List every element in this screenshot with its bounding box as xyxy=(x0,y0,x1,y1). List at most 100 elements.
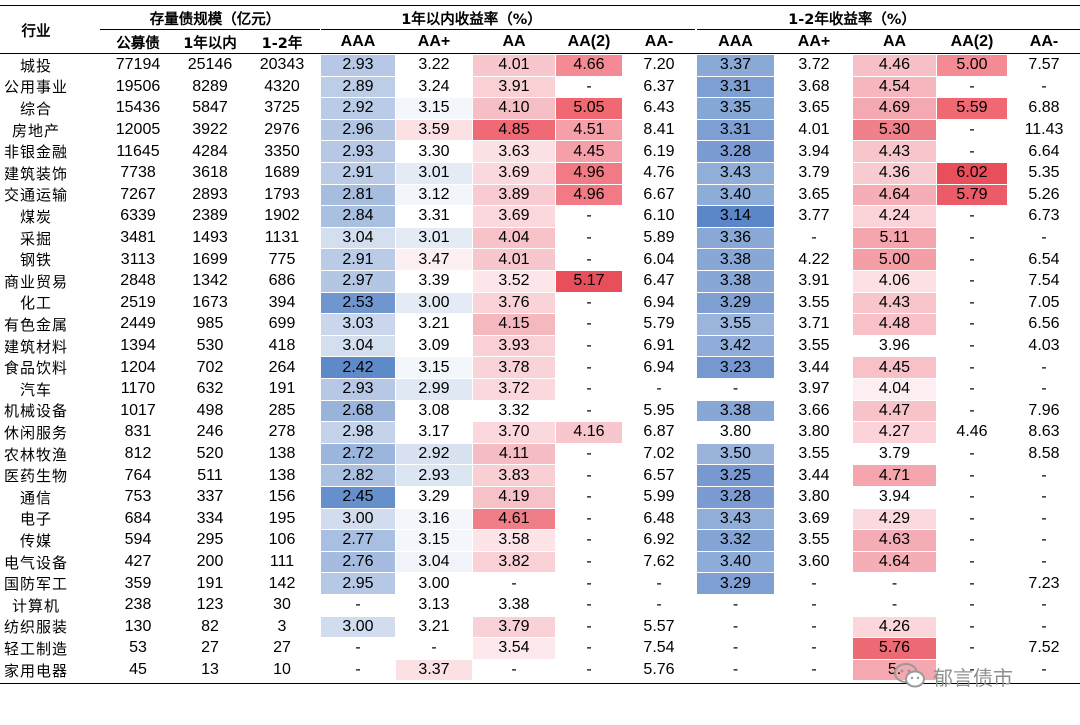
y2-yield-cell: 4.04 xyxy=(853,379,936,400)
y1-yield-cell: 4.16 xyxy=(556,422,622,443)
scale-value: 394 xyxy=(268,293,296,311)
y1-yield-cell: 4.66 xyxy=(556,55,622,76)
y2-yield-cell: 5.30 xyxy=(853,119,936,141)
y2-yield-cell: - xyxy=(853,595,936,616)
y2-yield-cell: - xyxy=(937,119,1007,141)
y1-yield-cell: - xyxy=(556,379,622,400)
y2-yield-cell: - xyxy=(697,638,774,659)
y2-yield-cell: 4.71 xyxy=(853,465,936,486)
y2-yield-cell: - xyxy=(937,595,1007,616)
y1-yield-cell: - xyxy=(556,357,622,378)
scale-value: 511 xyxy=(197,466,223,484)
y2-yield-cell: - xyxy=(697,616,774,638)
table-row: 非银金融 11645 4284 3350 2.93 3.30 3.63 4.45 6.19 3.2… xyxy=(0,141,1080,162)
y2-yield-cell: - xyxy=(776,573,852,594)
y1-yield-cell: 4.15 xyxy=(473,314,555,335)
y2-yield-cell: - xyxy=(1008,595,1080,616)
y2-yield-cell: 3.32 xyxy=(697,530,774,551)
y1-yield-cell: - xyxy=(473,573,555,594)
industry-label: 化工 xyxy=(19,294,52,313)
y1-yield-cell: 7.20 xyxy=(624,55,694,76)
y2-yield-cell: 4.29 xyxy=(853,508,936,530)
y2-yield-cell: 3.31 xyxy=(697,119,774,141)
y1-yield-cell: 4.96 xyxy=(556,184,622,206)
table-row: 医药生物 764 511 138 2.82 2.93 3.83-6.57 3.25 3.44 4.… xyxy=(0,465,1080,486)
y2-yield-cell: 3.36 xyxy=(697,227,774,249)
y1-yield-cell: 3.21 xyxy=(396,616,472,638)
y1-yield-cell: 2.91 xyxy=(321,163,395,184)
y2-yield-cell: 3.37 xyxy=(697,55,774,76)
scale-value: 2449 xyxy=(120,315,156,333)
y1-yield-cell: - xyxy=(556,487,622,508)
y2-yield-cell: - xyxy=(776,616,852,638)
industry-label: 房地产 xyxy=(11,121,60,140)
y1-yield-cell: 3.52 xyxy=(473,271,555,292)
header-y2-group: 1-2年收益率（%） xyxy=(788,11,916,28)
scale-value: 285 xyxy=(268,401,296,419)
y2-yield-cell: 4.36 xyxy=(853,163,936,184)
y1-yield-cell: 6.43 xyxy=(624,98,694,119)
scale-value: 45 xyxy=(129,661,147,679)
y1-yield-cell: 3.32 xyxy=(473,400,555,422)
y2-yield-cell: 4.24 xyxy=(853,206,936,227)
y2-yield-cell: 3.94 xyxy=(853,487,936,508)
y1-yield-cell: 5.79 xyxy=(624,314,694,335)
scale-value: 130 xyxy=(124,617,152,635)
y1-yield-cell: - xyxy=(556,595,622,616)
y1-yield-cell: 5.95 xyxy=(624,400,694,422)
scale-value: 3113 xyxy=(120,250,156,268)
y1-yield-cell: 3.00 xyxy=(321,508,395,530)
y2-yield-cell: - xyxy=(1008,487,1080,508)
y2-yield-cell: - xyxy=(937,271,1007,292)
y2-yield-cell: - xyxy=(937,249,1007,270)
industry-label: 计算机 xyxy=(11,596,60,615)
industry-label: 医药生物 xyxy=(3,467,68,486)
scale-value: 25146 xyxy=(187,56,233,74)
y1-yield-cell: - xyxy=(556,227,622,249)
y1-yield-cell: 4.01 xyxy=(473,249,555,270)
y1-yield-cell: - xyxy=(556,530,622,551)
y2-yield-cell: - xyxy=(776,227,852,249)
scale-value: 530 xyxy=(196,337,224,355)
industry-label: 综合 xyxy=(19,99,52,118)
y2-yield-cell: 4.06 xyxy=(853,271,936,292)
y1-yield-cell: 4.51 xyxy=(556,119,622,141)
y2-yield-cell: - xyxy=(1008,530,1080,551)
industry-label: 建筑装饰 xyxy=(3,164,68,183)
y2-yield-cell: - xyxy=(937,659,1007,681)
y2-yield-cell: 3.94 xyxy=(776,141,852,162)
y1-yield-cell: 3.12 xyxy=(396,184,472,206)
y1-yield-cell: 6.92 xyxy=(624,530,694,551)
y1-yield-cell: 2.91 xyxy=(321,249,395,270)
header-scale-col: 1-2年 xyxy=(261,35,303,52)
y2-yield-cell: 3.44 xyxy=(776,357,852,378)
y1-yield-cell: 2.53 xyxy=(321,292,395,314)
y2-yield-cell: 3.29 xyxy=(697,292,774,314)
y1-yield-cell: 3.01 xyxy=(396,227,472,249)
table-row: 建筑装饰 7738 3618 1689 2.91 3.01 3.69 4.96 4.76 3.43… xyxy=(0,163,1080,184)
y2-yield-cell: 3.38 xyxy=(697,400,774,422)
scale-value: 106 xyxy=(268,531,296,549)
y2-yield-cell: 5.76 xyxy=(853,638,936,659)
y1-yield-cell: 2.81 xyxy=(321,184,395,206)
industry-label: 国防军工 xyxy=(3,575,68,594)
industry-label: 交通运输 xyxy=(3,186,68,205)
y2-yield-cell: 7.52 xyxy=(1008,638,1080,659)
watermark: 郁言债市 xyxy=(893,662,1013,690)
y2-yield-cell: - xyxy=(1008,379,1080,400)
y2-yield-cell: 4.64 xyxy=(853,184,936,206)
y2-yield-cell: 7.05 xyxy=(1008,292,1080,314)
y2-yield-cell: 3.38 xyxy=(697,249,774,270)
y1-yield-cell: 3.79 xyxy=(473,616,555,638)
y2-yield-cell: 4.46 xyxy=(853,55,936,76)
y1-yield-cell: 2.93 xyxy=(321,379,395,400)
y2-yield-cell: 3.71 xyxy=(776,314,852,335)
y2-yield-cell: 4.22 xyxy=(776,249,852,270)
header-scale-col: 1年以内 xyxy=(183,35,237,52)
y1-yield-cell: 3.22 xyxy=(396,55,472,76)
y2-yield-cell: 6.64 xyxy=(1008,141,1080,162)
scale-value: 2976 xyxy=(264,121,300,139)
y2-group-underline xyxy=(697,29,1080,30)
table-row: 商业贸易 2848 1342 686 2.97 3.39 3.52 5.17 6.47 3.38 3… xyxy=(0,271,1080,292)
y1-yield-cell: 3.29 xyxy=(396,487,472,508)
